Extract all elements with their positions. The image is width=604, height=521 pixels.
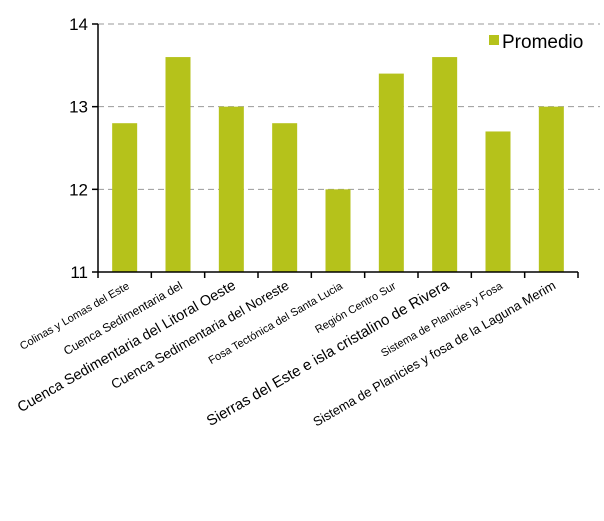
bar <box>165 57 191 272</box>
y-axis-ticks: 11 12 13 14 <box>69 15 98 282</box>
bar <box>378 73 404 272</box>
bar <box>432 57 458 272</box>
bar <box>485 131 511 272</box>
bar <box>538 106 564 273</box>
bar <box>218 106 244 273</box>
legend: Promedio <box>489 32 583 53</box>
bar <box>272 123 298 272</box>
legend-swatch-promedio <box>489 35 499 45</box>
legend-label-promedio: Promedio <box>502 32 583 53</box>
y-tick-label: 12 <box>69 180 88 199</box>
y-tick-label: 13 <box>69 98 88 117</box>
y-tick-label: 11 <box>70 263 88 282</box>
bar <box>112 123 138 272</box>
y-tick-label: 14 <box>69 15 88 34</box>
bar <box>325 189 351 272</box>
bars <box>112 57 564 273</box>
x-tick-label: Cuenca Sedimentaria del Litoral Oeste <box>15 278 239 416</box>
